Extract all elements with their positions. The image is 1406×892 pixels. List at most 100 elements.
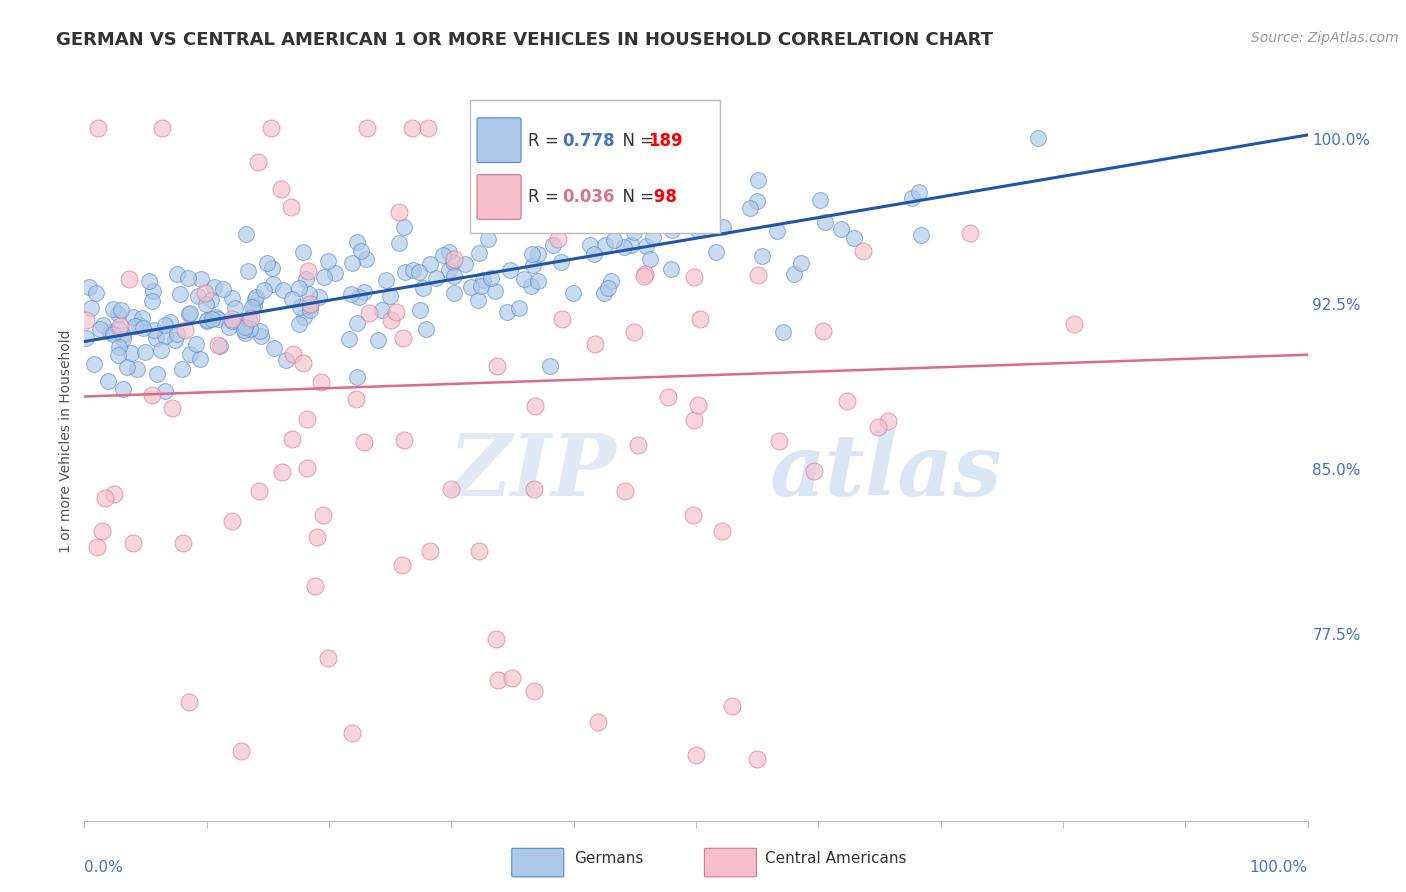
Point [202, 279, 225, 293]
Point [477, 232, 499, 246]
Point [240, 300, 263, 314]
Point [187, 289, 209, 303]
Point [107, 349, 129, 363]
Point [283, 347, 305, 361]
Point [738, 201, 761, 215]
Point [467, 544, 489, 558]
Point [346, 316, 368, 330]
Point [527, 274, 550, 288]
Point [131, 321, 153, 335]
Point [520, 247, 543, 261]
Point [374, 273, 396, 287]
Point [661, 223, 683, 237]
Point [772, 326, 794, 340]
Point [177, 271, 200, 285]
Point [77, 279, 100, 293]
Point [221, 313, 243, 327]
Point [468, 246, 491, 260]
Point [103, 487, 125, 501]
Text: ZIP: ZIP [449, 430, 616, 514]
Point [93, 491, 115, 505]
Point [408, 265, 430, 279]
Point [122, 536, 145, 550]
Point [323, 266, 346, 280]
Point [155, 318, 177, 332]
Point [204, 310, 226, 324]
Point [233, 319, 256, 334]
Point [439, 244, 461, 259]
Point [309, 376, 332, 390]
Point [596, 121, 619, 136]
Point [263, 341, 285, 355]
Point [221, 312, 243, 326]
Text: 98: 98 [648, 188, 678, 206]
Point [131, 311, 153, 326]
Point [305, 530, 328, 544]
Point [145, 330, 167, 344]
Point [172, 362, 194, 376]
Point [195, 313, 218, 327]
Point [443, 286, 465, 301]
Point [747, 173, 769, 187]
Point [385, 304, 408, 318]
Point [682, 508, 704, 522]
Point [751, 249, 773, 263]
Point [298, 286, 321, 301]
Text: 0.778: 0.778 [562, 131, 616, 150]
Point [141, 388, 163, 402]
Point [253, 283, 276, 297]
Point [613, 240, 636, 254]
Point [593, 237, 616, 252]
Point [111, 382, 134, 396]
Point [523, 482, 546, 496]
Point [97, 375, 120, 389]
Point [115, 359, 138, 374]
Point [357, 306, 380, 320]
Point [460, 279, 482, 293]
Point [103, 302, 125, 317]
Point [412, 281, 434, 295]
Point [502, 140, 524, 154]
Point [260, 121, 283, 136]
Point [432, 248, 454, 262]
Point [308, 290, 330, 304]
Point [240, 311, 263, 326]
Point [218, 320, 240, 334]
Point [86, 540, 108, 554]
Point [83, 357, 105, 371]
Point [659, 262, 682, 277]
Point [633, 268, 655, 283]
Point [207, 312, 229, 326]
Point [245, 290, 267, 304]
Point [901, 191, 924, 205]
Point [159, 315, 181, 329]
Point [1026, 131, 1049, 145]
Point [790, 256, 813, 270]
Point [184, 337, 207, 351]
Point [443, 252, 465, 267]
Point [350, 244, 373, 258]
Point [401, 121, 423, 136]
Point [472, 273, 495, 287]
Point [683, 200, 706, 214]
Point [298, 302, 321, 317]
Point [280, 432, 302, 446]
Point [720, 699, 742, 714]
Point [221, 514, 243, 528]
Point [636, 239, 658, 253]
Text: atlas: atlas [769, 430, 1002, 514]
Point [747, 268, 769, 282]
Point [304, 578, 326, 592]
Point [339, 287, 361, 301]
Point [548, 165, 571, 179]
Point [297, 264, 319, 278]
Point [118, 272, 141, 286]
Point [292, 310, 315, 324]
Point [583, 246, 606, 260]
Point [910, 227, 932, 242]
Point [256, 256, 278, 270]
Point [91, 524, 114, 539]
Point [155, 328, 177, 343]
Point [441, 255, 464, 269]
Point [84, 285, 107, 300]
